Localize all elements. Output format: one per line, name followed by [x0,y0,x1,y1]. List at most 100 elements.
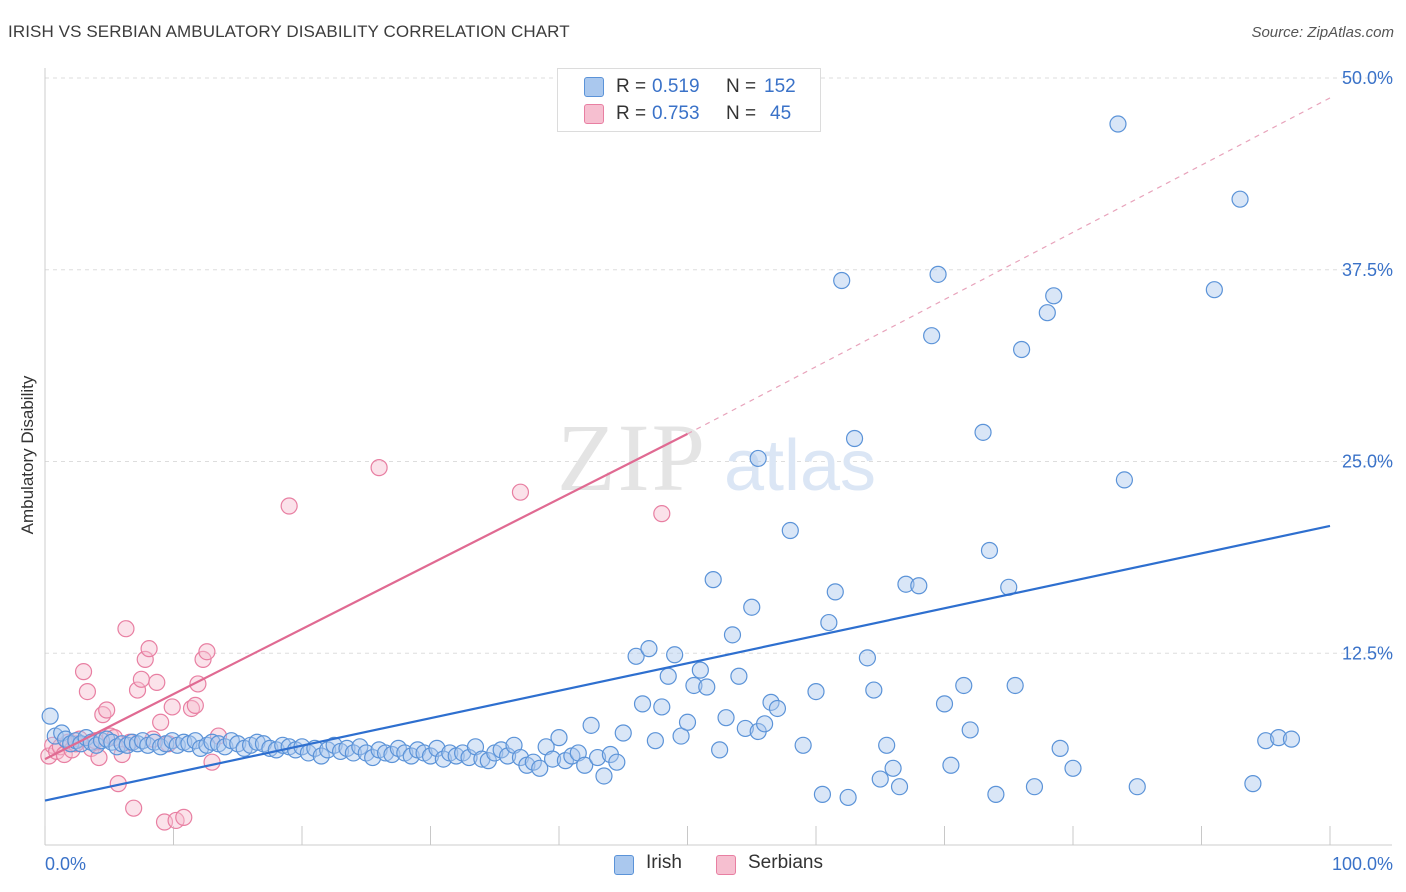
irish-point [582,716,600,734]
serbian-point [74,663,93,681]
trend-lines [44,97,1331,802]
tick-labels: 12.5% 25.0% 37.5% 50.0% 0.0% 100.0% [45,68,1393,874]
irish-point [428,739,446,757]
irish-point [845,429,864,448]
irish-point [858,649,877,667]
irish-point [41,707,59,725]
irish-point [871,770,889,788]
irish-point [897,575,915,593]
source-label: Source: ZipAtlas.com [1251,24,1394,41]
irish-point [929,265,947,283]
serbians-r-label: R = [616,103,647,124]
irish-point [935,695,954,713]
irish-point [704,571,722,589]
irish-point [781,521,799,540]
x-tick-label-max: 100.0% [1332,854,1393,874]
serbian-trend-line [44,432,688,761]
irish-point [807,682,825,701]
irish-point [698,678,716,696]
irish-point [961,721,979,739]
irish-point [820,613,838,632]
irish-point [794,736,812,754]
serbian-point [370,459,388,477]
irish-point [878,736,896,754]
serbian-point [203,753,221,771]
irish-n-value: 152 [764,76,796,97]
irish-r-value: 0.519 [652,76,700,97]
watermark: ZIP atlas [557,404,876,511]
grid-lines [45,77,1392,654]
chart-title: IRISH VS SERBIAN AMBULATORY DISABILITY C… [8,22,570,41]
irish-point [987,785,1005,803]
serbian-points [40,459,671,831]
irish-point [1244,775,1262,793]
serbian-point [280,497,298,515]
irish-point [588,748,607,767]
serbians-n-value: 45 [770,103,792,124]
serbian-point [163,698,181,716]
watermark-zip: ZIP [557,404,707,511]
irish-point [749,449,767,468]
serbian-point [125,799,143,817]
irish-point [942,756,960,774]
irish-point [1109,115,1127,133]
irish-point [633,695,652,713]
irish-point [325,736,343,754]
irish-point [955,676,973,695]
irish-r-label: R = [616,76,647,97]
irish-point [691,661,709,679]
irish-point [576,756,594,774]
irish-point [1006,676,1024,695]
irish-point [768,699,787,718]
axes [44,68,1392,846]
irish-point [717,709,735,727]
irish-point [678,713,697,731]
irish-point [1045,287,1063,305]
serbian-point [653,505,671,523]
irish-point [1051,739,1069,757]
irish-point [531,759,549,777]
irish-point [646,732,664,750]
irish-point [543,750,562,768]
irish-point [865,681,883,699]
irish-point [923,327,941,345]
x-tick-label-min: 0.0% [45,854,86,874]
irish-point [980,541,999,560]
irish-legend-swatch [614,855,634,875]
irish-point [492,741,510,759]
irish-point [884,759,902,777]
y-tick-label: 12.5% [1342,643,1393,663]
serbians-r-value: 0.753 [652,103,700,124]
irish-point [666,646,684,664]
serbian-swatch [584,104,604,124]
irish-point [659,667,677,685]
irish-point [402,747,420,765]
irish-point [813,785,832,803]
irish-point [890,778,909,796]
irish-point [672,727,690,745]
irish-point [608,753,626,771]
watermark-atlas: atlas [724,426,876,506]
irish-point [1012,340,1031,359]
irish-point [312,747,330,765]
irish-point [711,741,729,759]
serbian-point [78,682,97,701]
stats-legend: R = 0.519 N = 152 R = 0.753 N = 45 [557,68,821,132]
irish-point [1231,190,1249,208]
serbian-trend-extension [687,97,1331,435]
irish-point [376,744,395,762]
irish-point [1269,729,1288,747]
irish-point [1064,759,1082,777]
serbian-point [140,640,158,658]
irish-point [833,271,851,290]
serbians-n-label: N = [726,103,757,124]
irish-point [974,423,992,441]
irish-legend-label: Irish [646,852,682,873]
irish-point [216,738,234,756]
irish-point [755,715,774,733]
y-tick-label: 50.0% [1342,68,1393,88]
irish-point [1115,471,1134,489]
irish-trend-line [44,524,1331,802]
irish-point [627,647,645,665]
